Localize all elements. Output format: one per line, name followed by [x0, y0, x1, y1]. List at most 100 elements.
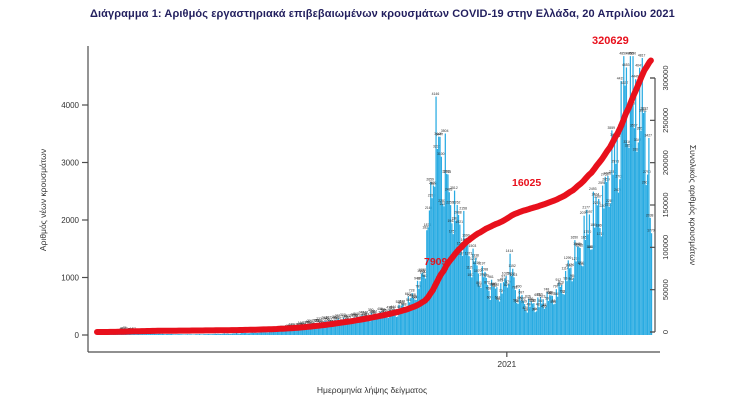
bar-label: 1003: [510, 273, 518, 277]
bar-label: 534: [550, 300, 556, 304]
bar: [637, 142, 639, 335]
bar: [586, 209, 588, 335]
bar-label: 618: [411, 295, 417, 299]
bar: [382, 311, 384, 335]
bar: [149, 333, 152, 335]
bar-label: 538: [400, 300, 406, 304]
bar: [279, 329, 281, 335]
bar: [249, 333, 251, 335]
bar-label: 66: [120, 327, 124, 331]
bar: [572, 278, 575, 335]
bar: [538, 307, 540, 335]
bar: [283, 330, 285, 335]
bar: [452, 234, 454, 335]
bar: [508, 284, 510, 335]
bar: [497, 299, 499, 335]
bar-label: 456: [541, 304, 547, 308]
bar: [172, 334, 174, 335]
bar-label: 602: [517, 296, 523, 300]
bar-label: 1210: [473, 261, 481, 265]
bar: [260, 332, 263, 335]
bar: [270, 331, 272, 335]
bar: [434, 186, 436, 335]
bar: [156, 333, 158, 335]
bar: [513, 277, 515, 335]
bar-label: 444: [390, 305, 396, 309]
bar: [632, 56, 634, 336]
bar-label: 568: [406, 298, 412, 302]
bar-label: 1545: [457, 242, 465, 246]
bar-label: 2787: [609, 170, 617, 174]
bar-label: 3186: [633, 147, 641, 151]
right-axis-tick-label: 100000: [661, 235, 670, 260]
bar: [217, 333, 219, 335]
bar: [609, 203, 612, 335]
bar: [414, 299, 416, 335]
bar: [317, 323, 320, 335]
bar-label: 390: [524, 308, 530, 312]
bar: [345, 319, 347, 335]
bar: [604, 176, 606, 335]
bar-label: 412: [533, 307, 539, 311]
bar-label: 2262: [453, 200, 461, 204]
bar-label: 2088: [454, 210, 462, 214]
bar: [264, 332, 267, 335]
bar-label: 2379: [428, 194, 436, 198]
bar-label: 429: [522, 306, 528, 310]
bar: [233, 333, 235, 335]
bar-label: 1770: [647, 229, 655, 233]
bar: [374, 314, 376, 335]
bar-label: 1025: [502, 272, 510, 276]
bar: [403, 306, 405, 335]
bar: [628, 147, 630, 335]
bar-label: 1070: [474, 269, 482, 273]
bar: [239, 333, 242, 335]
bar: [554, 303, 556, 335]
bar: [157, 333, 160, 335]
bar-label: 697: [519, 290, 525, 294]
bar: [587, 234, 589, 335]
bar: [473, 261, 476, 335]
bar-label: 540: [515, 299, 521, 303]
bar: [518, 288, 520, 335]
bar: [410, 297, 412, 335]
bar: [286, 330, 288, 335]
bar: [621, 128, 624, 335]
bar: [480, 287, 482, 335]
bar-label: 2476: [614, 188, 622, 192]
bar: [152, 333, 154, 335]
bar-label: 2075: [580, 211, 588, 215]
bar-label: 261: [343, 315, 349, 319]
bar-label: 172: [304, 321, 310, 325]
bar: [391, 310, 394, 335]
bar-label: 559: [513, 298, 519, 302]
bar: [186, 334, 189, 335]
bar: [600, 236, 602, 335]
bar: [567, 260, 569, 335]
bar-label: 204: [307, 319, 313, 323]
bar: [245, 332, 247, 335]
bar: [619, 179, 621, 335]
bar: [559, 286, 561, 335]
bar: [153, 333, 156, 335]
bar: [584, 239, 587, 335]
bar-label: 831: [493, 283, 499, 287]
bar: [440, 156, 442, 335]
bar-label: 1754: [449, 230, 457, 234]
bar-label: 313: [351, 313, 357, 317]
bar: [362, 317, 364, 335]
bar-label: 872: [484, 280, 490, 284]
bar: [349, 322, 351, 335]
bar: [333, 320, 335, 335]
bar: [551, 295, 554, 335]
bar: [568, 268, 571, 335]
bar-label: 1983: [451, 216, 459, 220]
bar-label: 166: [298, 321, 304, 325]
bar-label: 2659: [426, 178, 434, 182]
bar-label: 1533: [574, 242, 582, 246]
bar: [394, 312, 396, 335]
bar: [159, 333, 161, 335]
bar: [390, 313, 392, 335]
x-axis-tick-label: 2021: [497, 359, 516, 369]
bar: [237, 333, 239, 335]
